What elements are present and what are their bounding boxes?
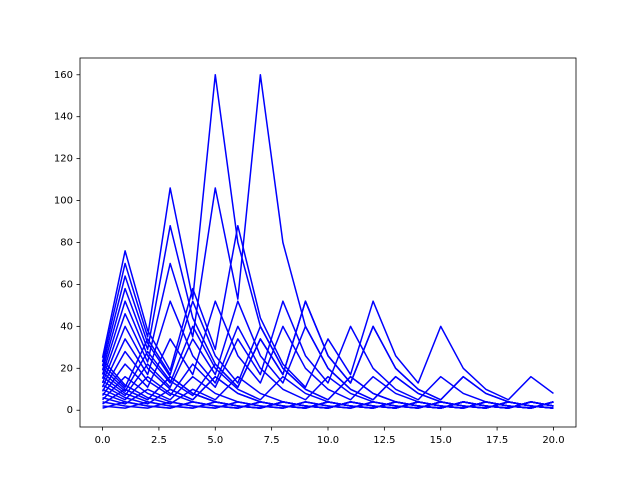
x-tick-label: 17.5	[486, 435, 508, 446]
x-tick-label: 5.0	[207, 435, 223, 446]
y-tick-label: 160	[54, 70, 73, 81]
y-tick-label: 0	[67, 405, 73, 416]
y-tick-label: 80	[60, 238, 73, 249]
y-tick-label: 100	[54, 196, 73, 207]
x-tick-label: 20.0	[542, 435, 564, 446]
y-tick-label: 40	[60, 321, 73, 332]
x-tick-label: 15.0	[430, 435, 452, 446]
x-tick-label: 10.0	[317, 435, 339, 446]
line-series	[101, 224, 554, 401]
x-tick-label: 0.0	[95, 435, 111, 446]
x-tick-label: 2.5	[151, 435, 167, 446]
y-tick-label: 140	[54, 112, 73, 123]
x-tick-label: 7.5	[264, 435, 280, 446]
line-series	[101, 224, 554, 409]
line-series	[101, 74, 554, 409]
plot-frame	[79, 57, 577, 428]
x-tick-label: 12.5	[373, 435, 395, 446]
y-tick-label: 20	[60, 363, 73, 374]
line-series	[101, 359, 554, 409]
y-tick-label: 120	[54, 154, 73, 165]
y-tick-label: 60	[60, 279, 73, 290]
